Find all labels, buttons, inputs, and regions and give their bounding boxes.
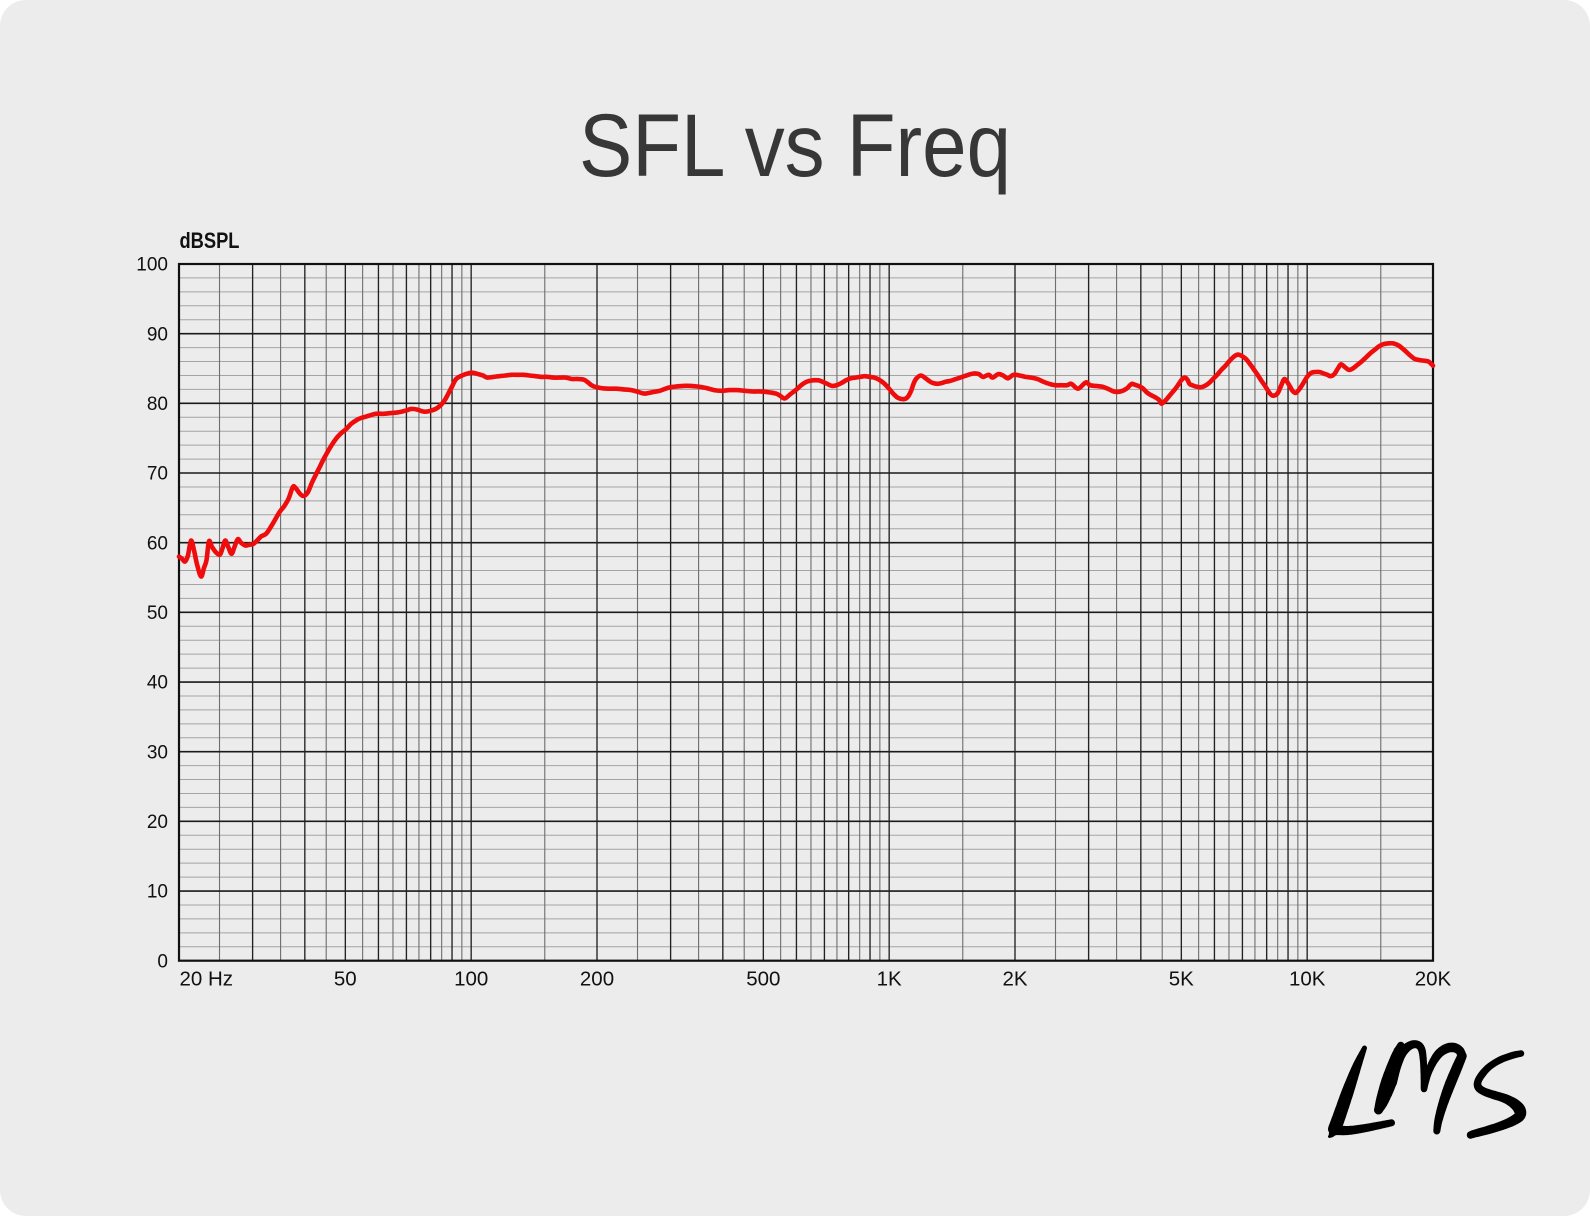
svg-text:80: 80	[147, 394, 168, 415]
svg-text:50: 50	[334, 968, 357, 991]
svg-text:SFL vs Freq: SFL vs Freq	[579, 95, 1011, 195]
svg-text:40: 40	[147, 673, 168, 694]
svg-text:20K: 20K	[1415, 968, 1452, 991]
svg-text:90: 90	[147, 324, 168, 345]
svg-text:100: 100	[136, 255, 168, 276]
svg-text:dBSPL: dBSPL	[180, 228, 240, 253]
svg-text:30: 30	[147, 742, 168, 763]
svg-text:0: 0	[157, 951, 168, 972]
svg-text:70: 70	[147, 464, 168, 485]
svg-text:500: 500	[746, 968, 780, 991]
svg-text:2K: 2K	[1002, 968, 1027, 991]
svg-text:5K: 5K	[1169, 968, 1194, 991]
svg-text:50: 50	[147, 603, 168, 624]
svg-text:100: 100	[454, 968, 488, 991]
svg-text:10K: 10K	[1289, 968, 1326, 991]
svg-text:10: 10	[147, 882, 168, 903]
svg-text:200: 200	[580, 968, 614, 991]
svg-text:1K: 1K	[877, 968, 902, 991]
svg-text:20: 20	[147, 812, 168, 833]
svg-text:60: 60	[147, 533, 168, 554]
svg-text:20 Hz: 20 Hz	[180, 968, 234, 991]
